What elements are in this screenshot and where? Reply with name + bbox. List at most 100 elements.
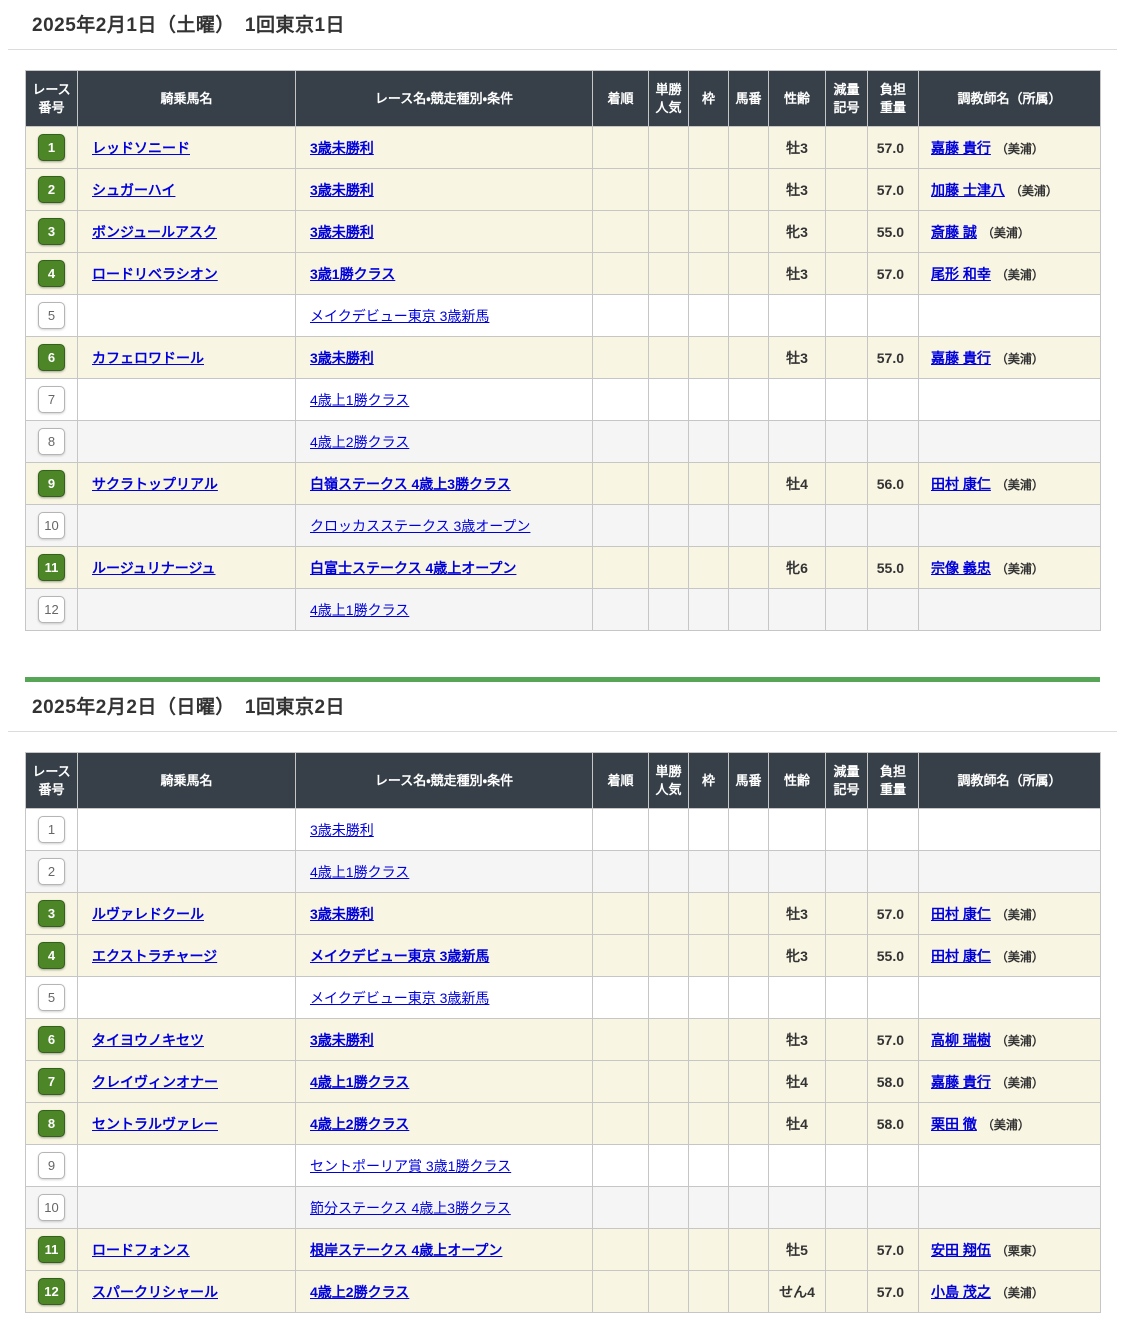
reduce-cell — [825, 1102, 868, 1145]
trainer-cell: 斎藤 誠 （美浦） — [918, 210, 1101, 253]
race-link[interactable]: 根岸ステークス 4歳上オープン — [310, 1241, 503, 1258]
race-link[interactable]: メイクデビュー東京 3歳新馬 — [310, 307, 490, 324]
trainer-link[interactable]: 栗田 徹 — [931, 1115, 977, 1132]
column-header-horse: 騎乗馬名 — [77, 70, 296, 127]
trainer-link[interactable]: 小島 茂之 — [931, 1283, 991, 1300]
waku-cell — [688, 892, 729, 935]
uma-cell — [728, 420, 769, 463]
horse-link[interactable]: サクラトップリアル — [92, 475, 218, 492]
horse-link[interactable]: セントラルヴァレー — [92, 1115, 218, 1132]
trainer-cell — [918, 1186, 1101, 1229]
horse-link[interactable]: ロードリベラシオン — [92, 265, 218, 282]
race-link[interactable]: 3歳1勝クラス — [310, 265, 396, 282]
trainer-link[interactable]: 嘉藤 貴行 — [931, 349, 991, 366]
race-link[interactable]: 節分ステークス 4歳上3勝クラス — [310, 1199, 511, 1216]
race-number-badge: 3 — [38, 218, 65, 245]
horse-link[interactable]: エクストラチャージ — [92, 947, 218, 964]
pos-cell — [592, 1018, 649, 1061]
pop-cell — [648, 1102, 689, 1145]
race-link[interactable]: 3歳未勝利 — [310, 905, 374, 922]
uma-cell — [728, 1060, 769, 1103]
table-row: 10 クロッカスステークス 3歳オープン — [25, 504, 1101, 547]
waku-cell — [688, 850, 729, 893]
table-row: 4 ロードリベラシオン 3歳1勝クラス 牡3 57.0 尾形 和幸 （美浦） — [25, 252, 1101, 295]
horse-cell — [77, 378, 296, 421]
race-link[interactable]: 3歳未勝利 — [310, 349, 374, 366]
reduce-cell — [825, 1144, 868, 1187]
no-cell: 8 — [25, 420, 78, 463]
horse-link[interactable]: レッドソニード — [92, 139, 190, 156]
trainer-link[interactable]: 嘉藤 貴行 — [931, 139, 991, 156]
race-link[interactable]: 白富士ステークス 4歳上オープン — [310, 559, 517, 576]
weight-cell — [867, 504, 919, 547]
table-row: 8 4歳上2勝クラス — [25, 420, 1101, 463]
horse-cell — [77, 504, 296, 547]
pop-cell — [648, 850, 689, 893]
horse-link[interactable]: タイヨウノキセツ — [92, 1031, 204, 1048]
reduce-cell — [825, 168, 868, 211]
race-link[interactable]: 4歳上2勝クラス — [310, 433, 410, 450]
horse-link[interactable]: カフェロワドール — [92, 349, 204, 366]
race-link[interactable]: メイクデビュー東京 3歳新馬 — [310, 947, 490, 964]
race-link[interactable]: セントポーリア賞 3歳1勝クラス — [310, 1157, 512, 1174]
horse-link[interactable]: ルヴァレドクール — [92, 905, 204, 922]
race-link[interactable]: 3歳未勝利 — [310, 1031, 374, 1048]
race-link[interactable]: 3歳未勝利 — [310, 139, 374, 156]
column-header-pos: 着順 — [592, 752, 649, 809]
race-link[interactable]: 4歳上1勝クラス — [310, 863, 410, 880]
trainer-link[interactable]: 田村 康仁 — [931, 905, 991, 922]
trainer-link[interactable]: 宗像 義忠 — [931, 559, 991, 576]
race-number-badge: 4 — [38, 260, 65, 287]
trainer-link[interactable]: 斎藤 誠 — [931, 223, 977, 240]
pop-cell — [648, 1060, 689, 1103]
horse-cell: カフェロワドール — [77, 336, 296, 379]
sexage-cell: 牡3 — [768, 336, 826, 379]
reduce-cell — [825, 934, 868, 977]
race-cell: 3歳未勝利 — [295, 892, 593, 935]
race-link[interactable]: 4歳上2勝クラス — [310, 1115, 410, 1132]
pos-cell — [592, 504, 649, 547]
race-link[interactable]: クロッカスステークス 3歳オープン — [310, 517, 531, 534]
weight-cell: 55.0 — [867, 546, 919, 589]
race-link[interactable]: 白嶺ステークス 4歳上3勝クラス — [310, 475, 511, 492]
uma-cell — [728, 1144, 769, 1187]
trainer-cell — [918, 588, 1101, 631]
uma-cell — [728, 1186, 769, 1229]
waku-cell — [688, 976, 729, 1019]
sexage-cell: 牡4 — [768, 462, 826, 505]
race-link[interactable]: 4歳上1勝クラス — [310, 601, 410, 618]
race-cell: 根岸ステークス 4歳上オープン — [295, 1228, 593, 1271]
reduce-cell — [825, 1228, 868, 1271]
horse-link[interactable]: スパークリシャール — [92, 1283, 218, 1300]
horse-link[interactable]: クレイヴィンオナー — [92, 1073, 218, 1090]
race-link[interactable]: 3歳未勝利 — [310, 821, 374, 838]
race-link[interactable]: 4歳上2勝クラス — [310, 1283, 410, 1300]
trainer-link[interactable]: 田村 康仁 — [931, 475, 991, 492]
pop-cell — [648, 546, 689, 589]
trainer-link[interactable]: 尾形 和幸 — [931, 265, 991, 282]
race-number-badge: 7 — [38, 386, 65, 413]
race-link[interactable]: メイクデビュー東京 3歳新馬 — [310, 989, 490, 1006]
horse-cell: スパークリシャール — [77, 1270, 296, 1313]
no-cell: 7 — [25, 378, 78, 421]
race-link[interactable]: 3歳未勝利 — [310, 223, 374, 240]
trainer-link[interactable]: 安田 翔伍 — [931, 1241, 991, 1258]
race-link[interactable]: 3歳未勝利 — [310, 181, 374, 198]
horse-link[interactable]: ボンジュールアスク — [92, 223, 218, 240]
race-link[interactable]: 4歳上1勝クラス — [310, 1073, 410, 1090]
trainer-link[interactable]: 高柳 瑞樹 — [931, 1031, 991, 1048]
horse-link[interactable]: ルージュリナージュ — [92, 559, 216, 576]
table-row: 7 クレイヴィンオナー 4歳上1勝クラス 牡4 58.0 嘉藤 貴行 （美浦） — [25, 1060, 1101, 1103]
trainer-cell: 嘉藤 貴行 （美浦） — [918, 336, 1101, 379]
race-cell: 3歳1勝クラス — [295, 252, 593, 295]
trainer-link[interactable]: 加藤 士津八 — [931, 181, 1005, 198]
trainer-link[interactable]: 田村 康仁 — [931, 947, 991, 964]
horse-link[interactable]: シュガーハイ — [92, 181, 176, 198]
trainer-link[interactable]: 嘉藤 貴行 — [931, 1073, 991, 1090]
horse-link[interactable]: ロードフォンス — [92, 1241, 190, 1258]
race-link[interactable]: 4歳上1勝クラス — [310, 391, 410, 408]
no-cell: 9 — [25, 462, 78, 505]
race-number-badge: 8 — [38, 1110, 65, 1137]
sexage-cell — [768, 294, 826, 337]
table-row: 6 カフェロワドール 3歳未勝利 牡3 57.0 嘉藤 貴行 （美浦） — [25, 336, 1101, 379]
